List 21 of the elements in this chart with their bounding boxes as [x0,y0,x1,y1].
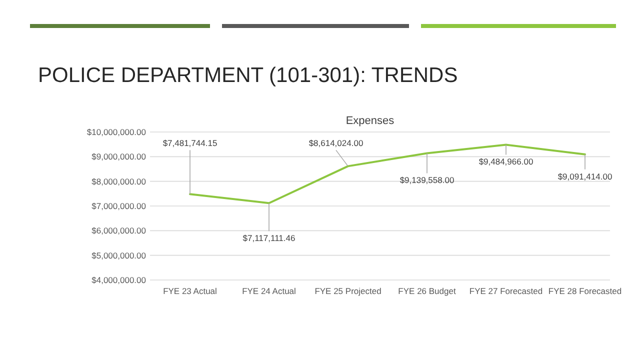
data-label: $9,484,966.00 [478,156,534,167]
y-tick-label: $4,000,000.00 [92,274,146,285]
y-tick-label: $5,000,000.00 [92,250,146,260]
x-tick-label: FYE 28 Forecasted [548,286,622,296]
x-tick-label: FYE 23 Actual [163,286,218,296]
chart-subtitle: Expenses [346,115,395,127]
x-tick-label: FYE 25 Projected [314,286,382,296]
data-label: $7,117,111.46 [242,233,296,244]
x-tick-label: FYE 26 Budget [398,286,456,296]
x-tick-label: FYE 24 Actual [242,286,296,296]
data-label: $7,481,744.15 [162,138,218,148]
x-tick-label: FYE 27 Forecasted [469,286,543,296]
y-tick-label: $8,000,000.00 [92,176,146,186]
chart-title: POLICE DEPARTMENT (101-301): TRENDS [38,64,458,87]
y-tick-label: $10,000,000.00 [86,126,146,137]
data-label: $9,139,558.00 [400,175,454,186]
y-tick-label: $7,000,000.00 [92,200,146,211]
y-tick-label: $6,000,000.00 [92,226,146,236]
data-label: $9,091,414.00 [558,171,612,182]
data-label: $8,614,024.00 [308,138,364,148]
y-tick-label: $9,000,000.00 [92,152,146,162]
